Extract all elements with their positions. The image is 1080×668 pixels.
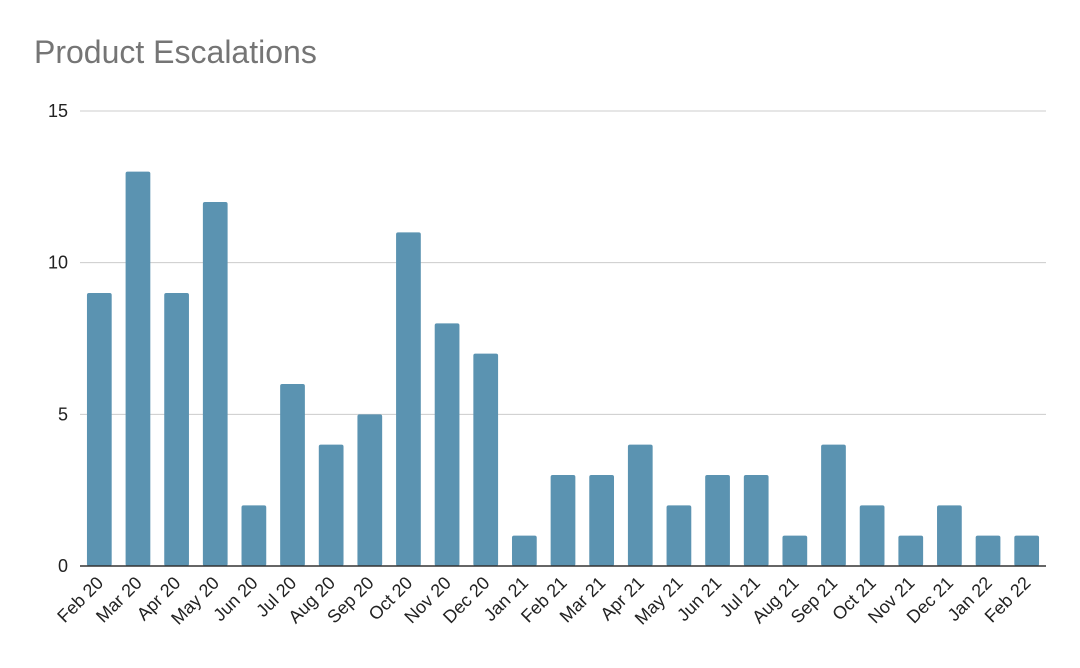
bar bbox=[975, 535, 1001, 566]
bar bbox=[937, 505, 962, 566]
bar bbox=[511, 535, 537, 566]
bar bbox=[1014, 535, 1040, 566]
y-tick-label: 0 bbox=[58, 556, 68, 576]
y-tick-label: 10 bbox=[48, 253, 68, 273]
bar bbox=[125, 171, 151, 566]
grid-lines bbox=[80, 110, 1046, 415]
bar bbox=[434, 323, 460, 566]
bar bbox=[280, 384, 305, 566]
bar bbox=[86, 293, 112, 566]
bar bbox=[859, 505, 885, 566]
bar bbox=[743, 475, 769, 566]
bar bbox=[589, 475, 615, 566]
bar bbox=[821, 444, 846, 566]
bar bbox=[666, 505, 692, 566]
bar bbox=[164, 293, 189, 566]
bar bbox=[627, 444, 653, 566]
bar bbox=[357, 414, 383, 566]
bar bbox=[782, 535, 808, 566]
bars bbox=[86, 171, 1040, 567]
bar bbox=[473, 353, 499, 566]
bar bbox=[318, 444, 344, 566]
bar bbox=[396, 232, 421, 567]
x-tick-label: Jun 21 bbox=[673, 573, 725, 625]
y-tick-label: 5 bbox=[58, 404, 68, 424]
bar bbox=[550, 475, 576, 566]
bar bbox=[705, 475, 730, 566]
chart-title: Product Escalations bbox=[34, 34, 317, 70]
bar bbox=[241, 505, 267, 566]
y-tick-label: 15 bbox=[48, 101, 68, 121]
x-tick-label: Jun 20 bbox=[209, 573, 261, 625]
bar bbox=[202, 202, 228, 566]
bar bbox=[898, 535, 924, 566]
